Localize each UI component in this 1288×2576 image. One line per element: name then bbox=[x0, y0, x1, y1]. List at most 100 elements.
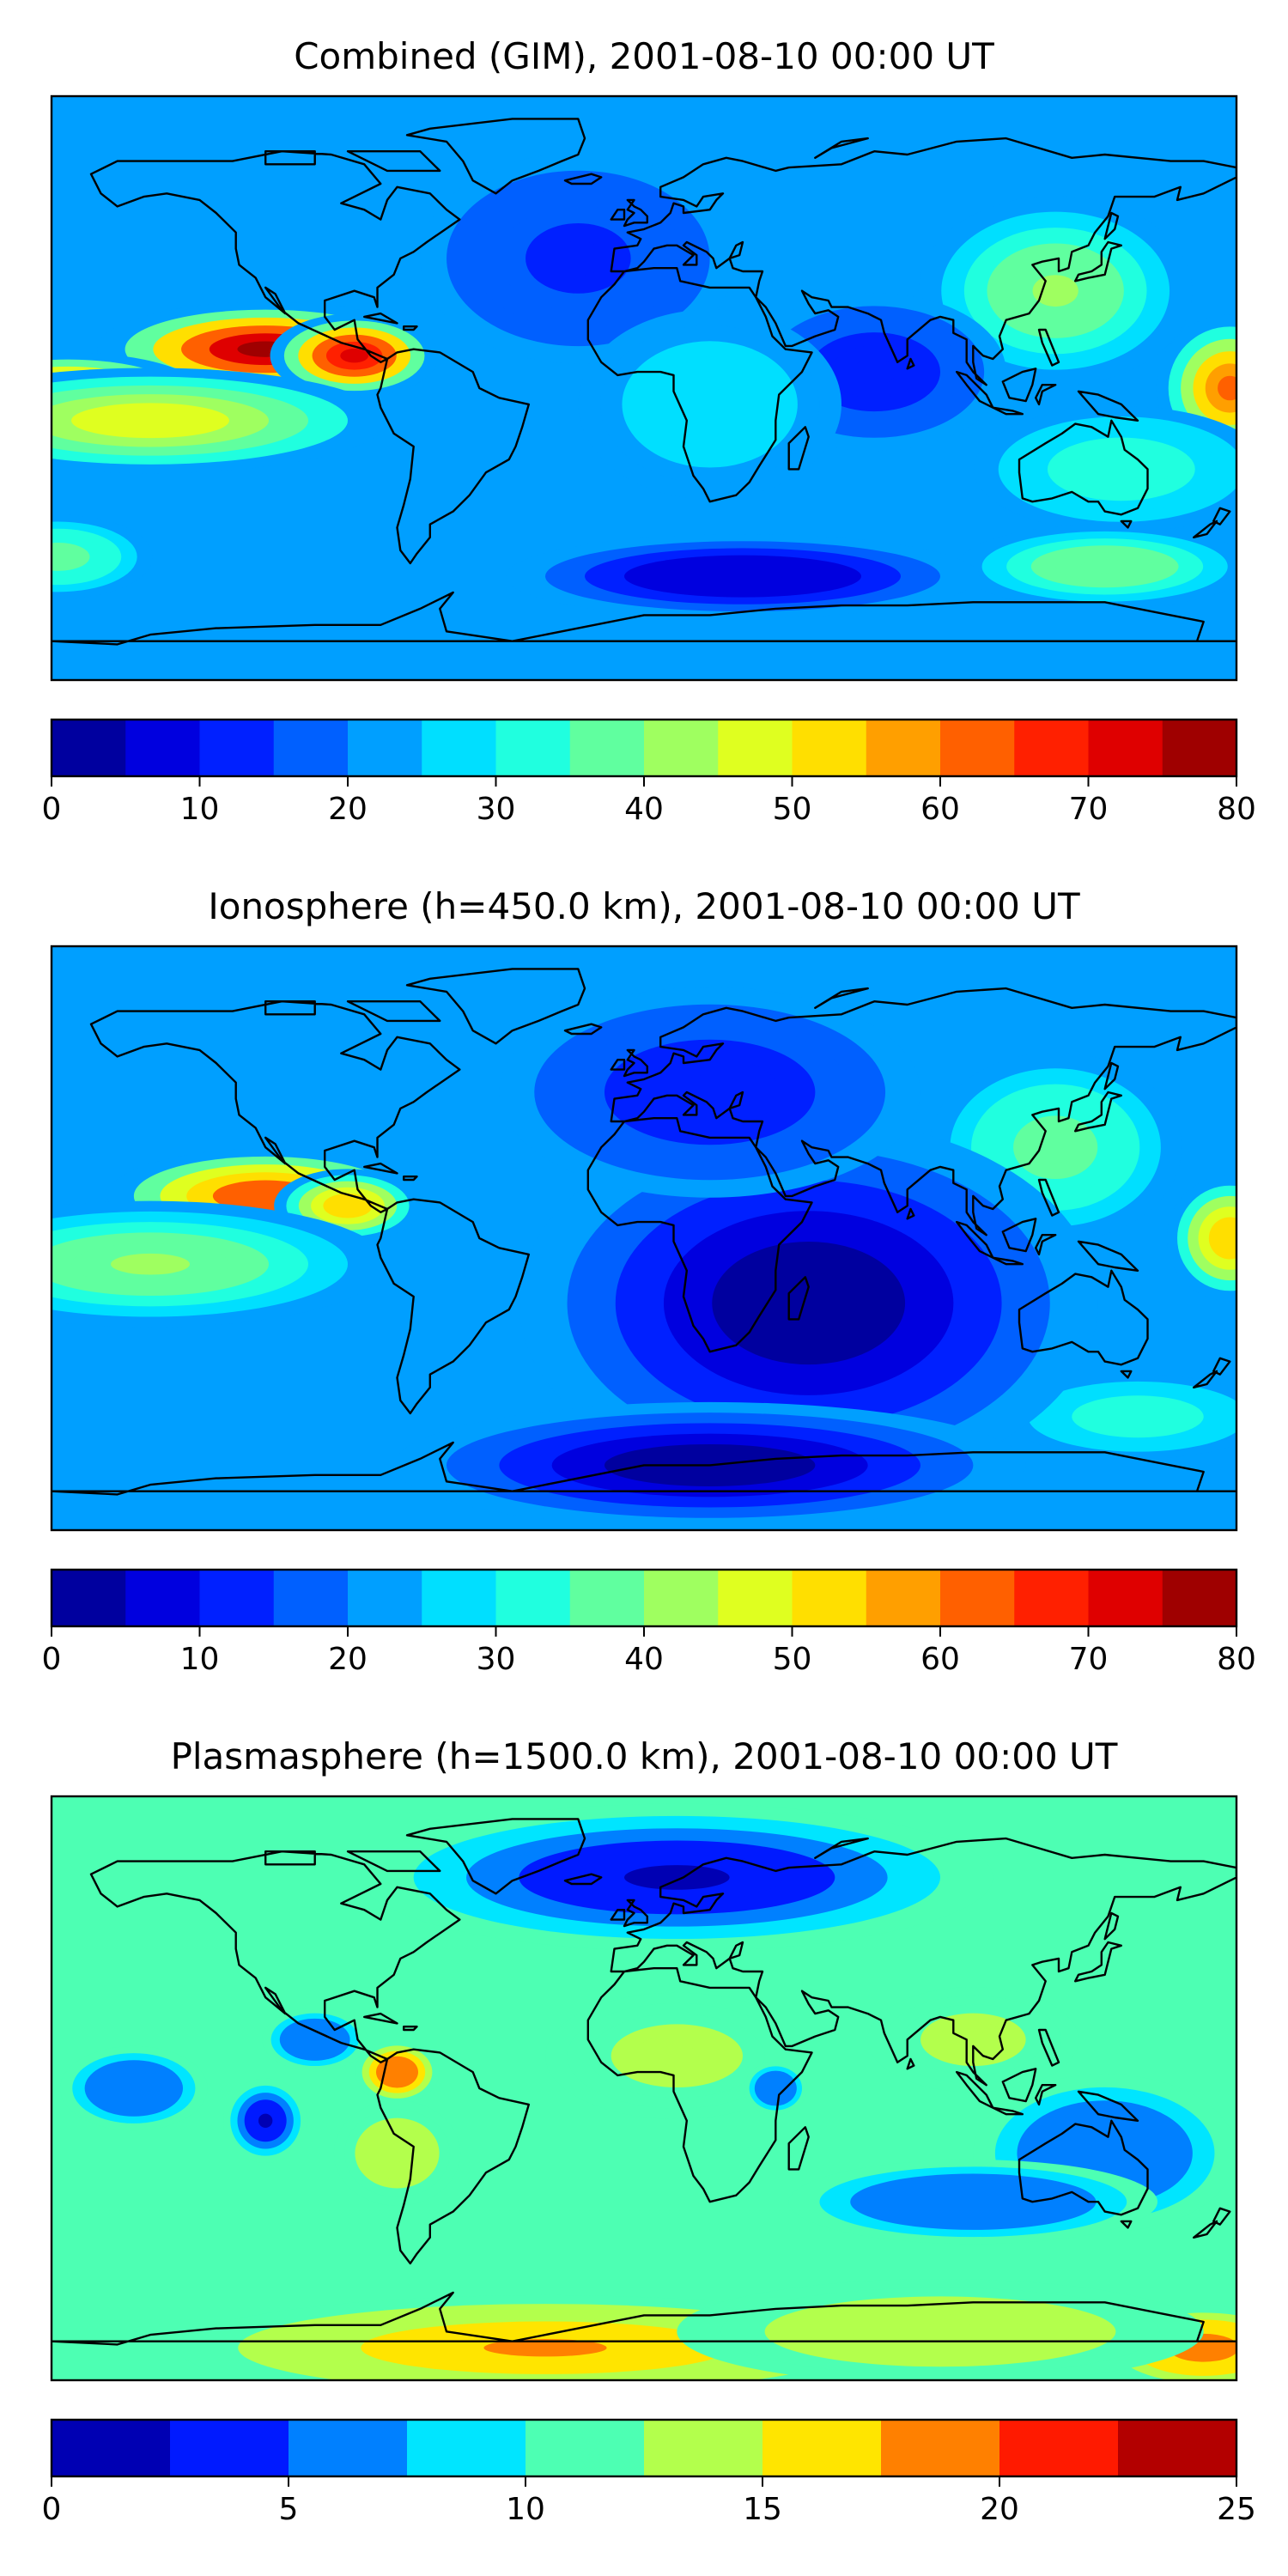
field-feature bbox=[52, 514, 154, 599]
field-feature bbox=[867, 1987, 1079, 2093]
coastlines bbox=[52, 1818, 1236, 2346]
colorbar-segment bbox=[273, 1570, 349, 1626]
contour-band bbox=[1032, 275, 1078, 307]
contour-band bbox=[335, 1200, 361, 1212]
colorbar-segment bbox=[940, 1570, 1015, 1626]
panel-title: Combined (GIM), 2001-08-10 00:00 UT bbox=[294, 35, 994, 77]
colorbar-tick-label: 20 bbox=[328, 792, 368, 827]
contour-band bbox=[770, 2083, 781, 2093]
colorbar-segment bbox=[422, 720, 497, 776]
contour-band bbox=[121, 2081, 147, 2096]
colorbar-segment bbox=[348, 720, 422, 776]
field-feature bbox=[52, 368, 387, 474]
contour-band bbox=[111, 1253, 190, 1275]
contour-band bbox=[1219, 1227, 1236, 1249]
colorbar-segment bbox=[52, 720, 126, 776]
contour-band bbox=[1097, 459, 1146, 480]
contour-band bbox=[1115, 1409, 1160, 1424]
colorbar-segment bbox=[199, 720, 275, 776]
contour-band bbox=[111, 411, 190, 429]
colorbar-segment bbox=[644, 1570, 719, 1626]
field-feature bbox=[420, 153, 737, 364]
colorbar-tick-label: 50 bbox=[773, 1642, 812, 1677]
contour-band bbox=[386, 2144, 408, 2162]
colorbar-segment bbox=[940, 720, 1015, 776]
colorbar-tick-label: 15 bbox=[743, 2492, 782, 2527]
colorbar-tick-label: 10 bbox=[506, 2492, 545, 2527]
contour-band bbox=[1080, 559, 1130, 574]
colorbar-segment bbox=[718, 720, 793, 776]
field-feature bbox=[52, 1200, 387, 1327]
contour-band bbox=[624, 1865, 730, 1890]
colorbar-tick-label: 0 bbox=[42, 792, 62, 827]
field-feature bbox=[957, 524, 1236, 609]
field-feature bbox=[578, 309, 841, 500]
field-feature bbox=[361, 1803, 993, 1952]
colorbar-segment bbox=[644, 2420, 763, 2476]
field-feature bbox=[744, 2062, 808, 2115]
colorbar-segment bbox=[1014, 720, 1090, 776]
colorbar-segment bbox=[999, 2420, 1119, 2476]
colorbar-tick-label: 60 bbox=[920, 792, 960, 827]
field-feature bbox=[499, 987, 920, 1198]
colorbar-segment bbox=[52, 2420, 171, 2476]
colorbar-tick-label: 40 bbox=[624, 792, 664, 827]
contour-band bbox=[551, 240, 605, 276]
contour-band bbox=[703, 568, 782, 584]
contour-band bbox=[688, 388, 732, 421]
map-frame bbox=[50, 1795, 1238, 2382]
contour-band bbox=[942, 2195, 1005, 2209]
field-feature bbox=[223, 2078, 308, 2163]
colorbar-tick-label: 30 bbox=[477, 792, 516, 827]
colorbar-segment bbox=[866, 1570, 941, 1626]
colorbar-tick-label: 50 bbox=[773, 792, 812, 827]
colorbar-tick-label: 80 bbox=[1217, 1642, 1256, 1677]
field-feature bbox=[519, 1118, 1098, 1488]
colorbar-tick-label: 80 bbox=[1217, 792, 1256, 827]
colorbar-segment bbox=[718, 1570, 793, 1626]
colorbar-segment bbox=[762, 2420, 882, 2476]
colorbar-tick-label: 30 bbox=[477, 1642, 516, 1677]
colorbar-tick-label: 20 bbox=[328, 1642, 368, 1677]
colorbar-tick-label: 10 bbox=[180, 1642, 220, 1677]
contour-band bbox=[340, 349, 369, 363]
colorbar-segment bbox=[569, 1570, 645, 1626]
colorbar-segment bbox=[407, 2420, 526, 2476]
colorbar-tick-label: 70 bbox=[1069, 792, 1109, 827]
colorbar-segment bbox=[1162, 720, 1237, 776]
colorbar-segment bbox=[881, 2420, 1000, 2476]
contour-band bbox=[258, 2113, 273, 2128]
colorbar-tick-label: 25 bbox=[1217, 2492, 1256, 2527]
colorbar-segment bbox=[289, 2420, 408, 2476]
map-frame bbox=[50, 94, 1238, 682]
colorbar-segment bbox=[526, 2420, 645, 2476]
contour-band bbox=[1218, 375, 1236, 401]
colorbar-tick-label: 40 bbox=[624, 1642, 664, 1677]
field-feature bbox=[333, 2100, 461, 2206]
field-feature bbox=[1005, 1374, 1236, 1459]
colorbar-segment bbox=[125, 1570, 201, 1626]
colorbar-segment bbox=[1162, 1570, 1237, 1626]
field-feature bbox=[506, 534, 980, 619]
colorbar-segment bbox=[1088, 1570, 1163, 1626]
map-panel bbox=[52, 96, 1236, 680]
contour-band bbox=[760, 1272, 857, 1334]
field-feature bbox=[1166, 1175, 1236, 1302]
contour-band bbox=[654, 2044, 699, 2067]
map-panel bbox=[52, 1796, 1236, 2380]
colorbar-tick-label: 20 bbox=[980, 2492, 1019, 2527]
colorbar-segment bbox=[792, 720, 867, 776]
contour-band bbox=[1034, 1131, 1077, 1163]
contour-band bbox=[306, 2034, 324, 2045]
colorbar-segment bbox=[1014, 1570, 1090, 1626]
coastlines bbox=[52, 118, 1236, 646]
colorbar-tick-label: 70 bbox=[1069, 1642, 1109, 1677]
colorbar-tick-label: 5 bbox=[279, 2492, 299, 2527]
colorbar-segment bbox=[199, 1570, 275, 1626]
colorbar-tick-label: 10 bbox=[180, 792, 220, 827]
contour-band bbox=[896, 2323, 985, 2341]
colorbar-segment bbox=[495, 720, 571, 776]
colorbar-segment bbox=[495, 1570, 571, 1626]
field-feature bbox=[270, 313, 439, 398]
colorbar-segment bbox=[792, 1570, 867, 1626]
